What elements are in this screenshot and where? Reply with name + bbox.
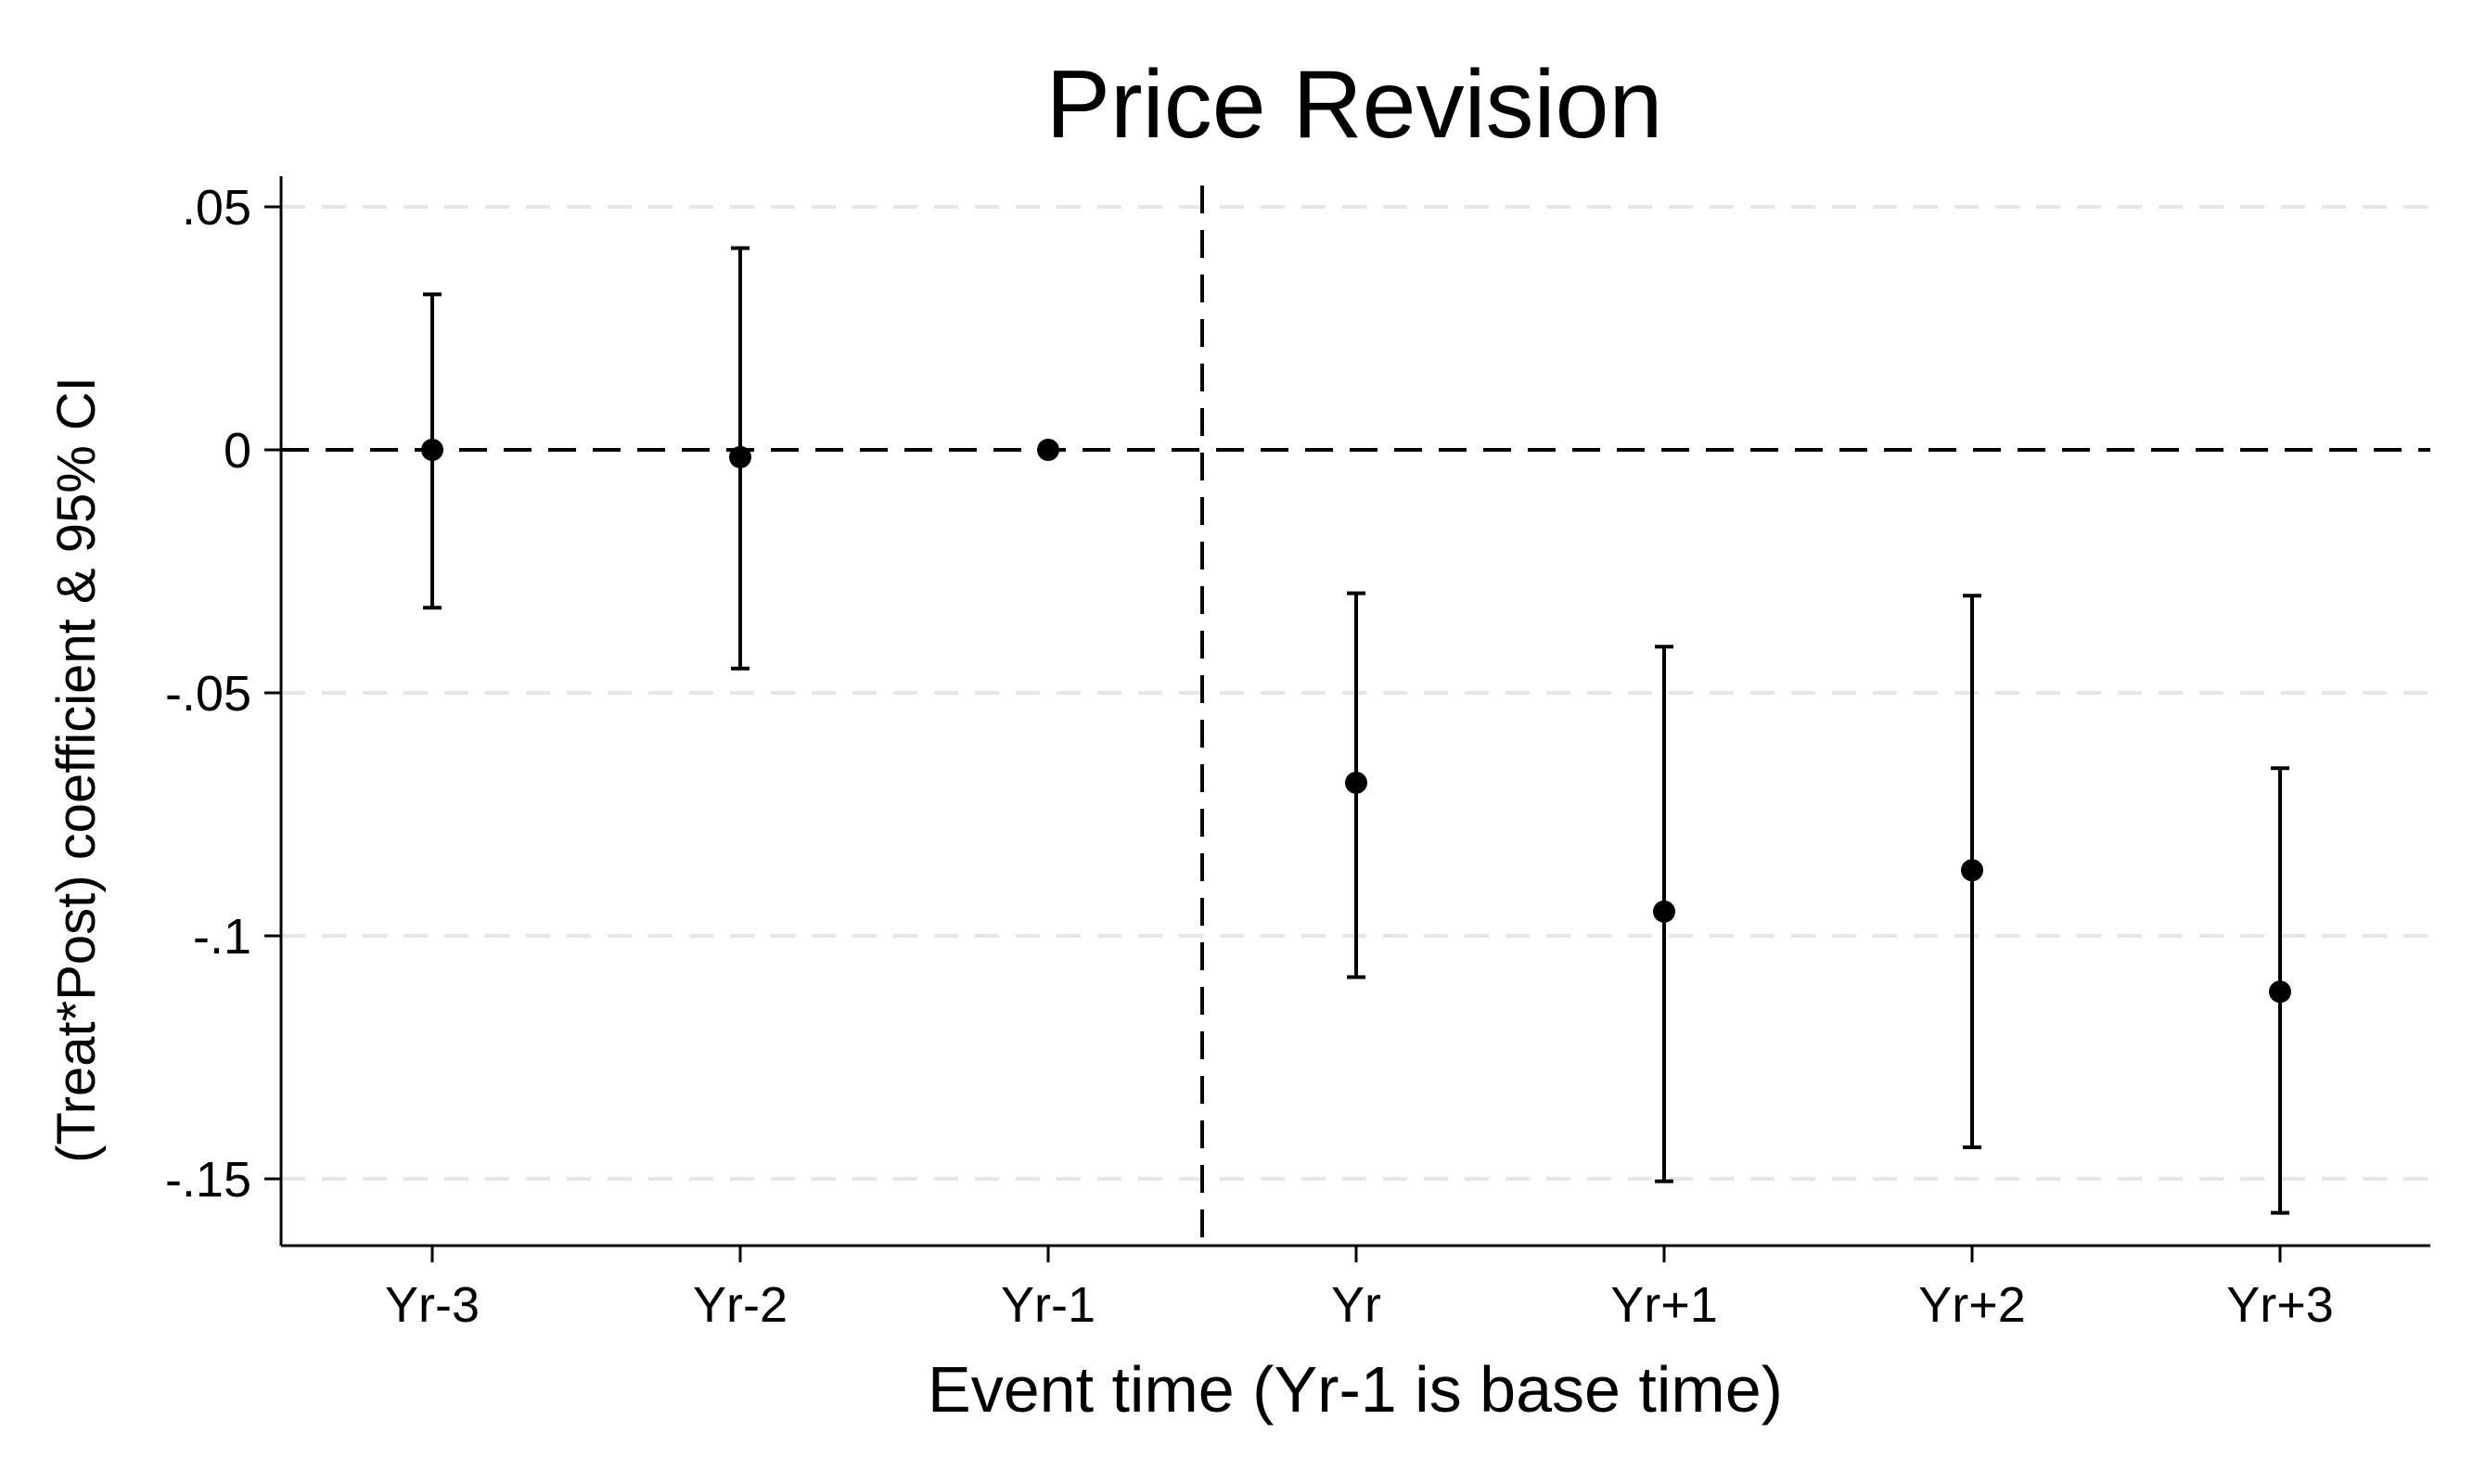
- coefficient-point: [1653, 900, 1675, 923]
- x-tick-label: Yr: [1331, 1277, 1381, 1333]
- x-axis-title: Event time (Yr-1 is base time): [928, 1353, 1783, 1426]
- data-marks: [421, 246, 2291, 1215]
- y-axis-title: (Treat*Post) coefficient & 95% CI: [46, 377, 107, 1163]
- x-tick-label: Yr-3: [385, 1277, 480, 1333]
- coefficient-point: [1345, 771, 1367, 794]
- x-tick-label: Yr+2: [1918, 1277, 2026, 1333]
- x-axis-ticks: Yr-3 Yr-2 Yr-1 Yr Yr+1 Yr+2 Yr+3: [385, 1246, 2334, 1333]
- x-tick-label: Yr-1: [1001, 1277, 1096, 1333]
- coefficient-point: [1961, 859, 1983, 882]
- coefficient-point: [1037, 439, 1059, 461]
- y-tick-label: .05: [182, 180, 251, 236]
- y-tick-label: -.1: [193, 909, 251, 965]
- y-axis-ticks: .05 0 -.05 -.1 -.15: [165, 180, 281, 1208]
- y-tick-label: 0: [224, 423, 251, 479]
- chart-title: Price Revision: [1046, 51, 1663, 159]
- coefficient-point: [729, 445, 751, 468]
- x-tick-label: Yr+3: [2226, 1277, 2334, 1333]
- x-tick-label: Yr-2: [693, 1277, 788, 1333]
- x-tick-label: Yr+1: [1610, 1277, 1718, 1333]
- reference-lines: [281, 186, 2430, 1246]
- y-tick-label: -.05: [165, 666, 251, 722]
- y-tick-label: -.15: [165, 1152, 251, 1208]
- coefficient-point: [2269, 980, 2291, 1004]
- coefficient-point: [421, 439, 443, 461]
